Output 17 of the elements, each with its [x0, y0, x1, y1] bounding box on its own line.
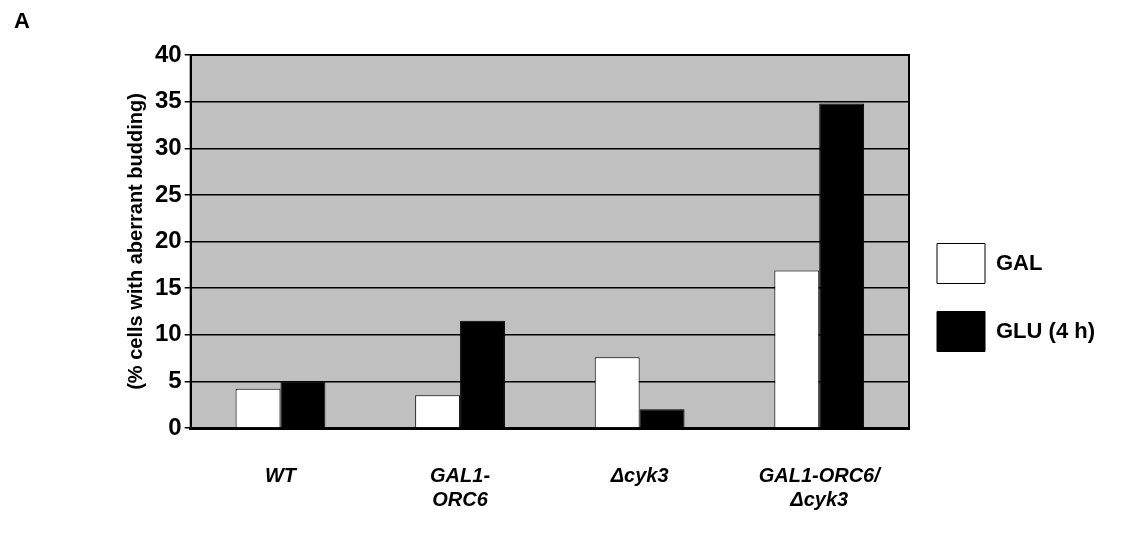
legend-label: GLU (4 h) — [996, 317, 1096, 343]
x-tick-label: GAL1-ORC6 — [430, 463, 491, 510]
y-tick-label: 35 — [154, 86, 182, 114]
y-tick-label: 15 — [154, 272, 182, 300]
y-tick-label: 10 — [154, 319, 182, 347]
y-axis-title: (% cells with aberrant budding) — [123, 93, 146, 390]
x-tick-label: WT — [264, 463, 298, 486]
y-tick-label: 30 — [154, 132, 182, 160]
y-tick-label: 0 — [168, 412, 182, 440]
legend-label: GAL — [996, 249, 1043, 275]
y-tick-label: 40 — [154, 39, 182, 67]
y-tick-label: 5 — [168, 366, 182, 393]
x-tick-label: Δcyk3 — [609, 463, 669, 486]
x-tick-label: GAL1-ORC6/Δcyk3 — [758, 463, 883, 510]
chart-title: A — [14, 8, 30, 34]
y-tick-label: 25 — [154, 179, 182, 207]
y-tick-label: 20 — [154, 226, 182, 254]
